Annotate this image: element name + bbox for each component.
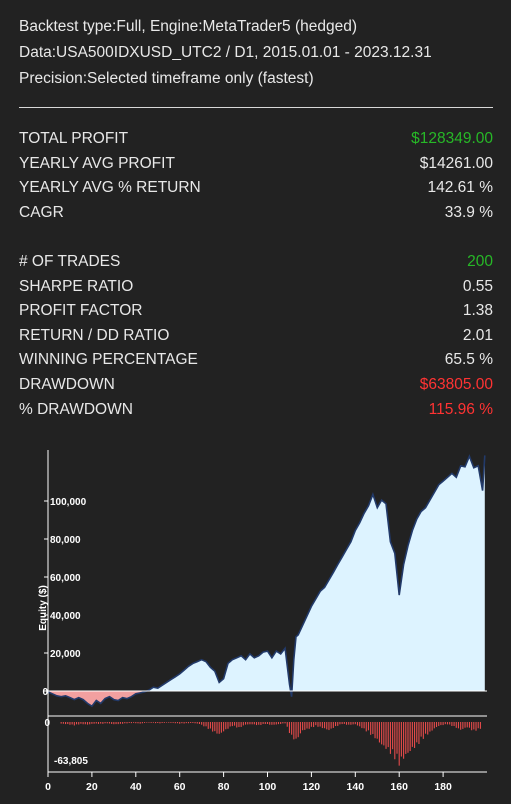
- x-tick-label: 40: [130, 781, 142, 793]
- stat-value: $63805.00: [419, 375, 493, 393]
- x-tick-label: 80: [218, 781, 230, 793]
- stat-label: RETURN / DD RATIO: [19, 326, 170, 344]
- stat-value: 0.55: [462, 277, 493, 295]
- stat-value: 115.96 %: [428, 400, 493, 418]
- stat-value: 1.38: [462, 302, 493, 320]
- y-axis-label: Equity ($): [38, 585, 49, 631]
- drawdown-plot: [60, 722, 481, 766]
- stat-row: RETURN / DD RATIO 2.01: [19, 324, 493, 349]
- stat-label: CAGR: [19, 203, 64, 221]
- x-tick-label: 160: [390, 781, 408, 793]
- backtest-header: Backtest type:Full, Engine:MetaTrader5 (…: [19, 14, 493, 92]
- stat-label: % DRAWDOWN: [19, 400, 133, 418]
- stat-label: SHARPE RATIO: [19, 277, 134, 295]
- equity-plot: [47, 454, 486, 708]
- chart-axes: 0 20,000 40,000 60,000 80,000 100,000 0 -63,805…: [42, 450, 487, 793]
- stat-label: DRAWDOWN: [19, 375, 115, 393]
- stat-row: YEARLY AVG PROFIT $14261.00: [19, 152, 493, 177]
- x-tick-label: 20: [86, 781, 98, 793]
- equity-area-positive: [48, 455, 485, 691]
- stat-row: % DRAWDOWN 115.96 %: [19, 398, 493, 423]
- y-tick-label: 0: [42, 687, 48, 698]
- stat-label: TOTAL PROFIT: [19, 130, 129, 147]
- stat-value: 2.01: [462, 326, 493, 344]
- stat-row: WINNING PERCENTAGE 65.5 %: [19, 348, 493, 373]
- stats-group-profit: TOTAL PROFIT $128349.00 YEARLY AVG PROFIT $…: [19, 127, 493, 225]
- stat-label: WINNING PERCENTAGE: [19, 351, 198, 369]
- y-tick-label: 60,000: [50, 573, 81, 584]
- equity-line: [47, 454, 486, 708]
- stat-label: YEARLY AVG PROFIT: [19, 154, 175, 172]
- y-tick-label: 20,000: [50, 649, 81, 660]
- stat-row: # OF TRADES 200: [19, 250, 493, 275]
- stat-row: SHARPE RATIO 0.55: [19, 275, 493, 300]
- stat-label: PROFIT FACTOR: [19, 302, 143, 320]
- x-tick-label: 180: [434, 781, 452, 793]
- x-tick-label: 100: [259, 781, 277, 793]
- equity-area-negative: [48, 691, 485, 707]
- y-tick-label: 80,000: [50, 535, 81, 546]
- stats-group-trades: # OF TRADES 200 SHARPE RATIO 0.55 PROFIT FAC…: [19, 250, 493, 422]
- stat-value: $128349.00: [411, 130, 493, 147]
- stat-value: 65.5 %: [444, 351, 493, 369]
- stat-value: 142.61 %: [427, 179, 494, 197]
- drawdown-zero-label: 0: [44, 718, 50, 729]
- stat-row: TOTAL PROFIT $128349.00: [19, 127, 493, 152]
- stat-value: $14261.00: [419, 154, 493, 172]
- header-divider: [19, 107, 493, 108]
- stat-row: DRAWDOWN $63805.00: [19, 373, 493, 398]
- x-tick-label: 60: [174, 781, 186, 793]
- drawdown-min-label: -63,805: [54, 756, 88, 767]
- stat-row: PROFIT FACTOR 1.38: [19, 299, 493, 324]
- backtest-type-line: Backtest type:Full, Engine:MetaTrader5 (…: [19, 18, 358, 35]
- precision-line: Precision:Selected timeframe only (faste…: [19, 70, 314, 87]
- stat-value: 200: [467, 253, 493, 270]
- equity-chart: 0 20,000 40,000 60,000 80,000 100,000 0 -63,805…: [38, 450, 487, 793]
- stat-row: YEARLY AVG % RETURN 142.61 %: [19, 176, 493, 201]
- stat-label: # OF TRADES: [19, 253, 121, 270]
- stat-value: 33.9 %: [444, 203, 493, 221]
- data-range-line: Data:USA500IDXUSD_UTC2 / D1, 2015.01.01 …: [19, 44, 432, 61]
- x-tick-label: 120: [303, 781, 321, 793]
- stat-row: CAGR 33.9 %: [19, 201, 493, 226]
- x-tick-label: 140: [347, 781, 365, 793]
- x-tick-label: 0: [45, 781, 51, 793]
- y-tick-label: 100,000: [50, 497, 87, 508]
- stat-label: YEARLY AVG % RETURN: [19, 179, 201, 197]
- y-tick-label: 40,000: [50, 611, 81, 622]
